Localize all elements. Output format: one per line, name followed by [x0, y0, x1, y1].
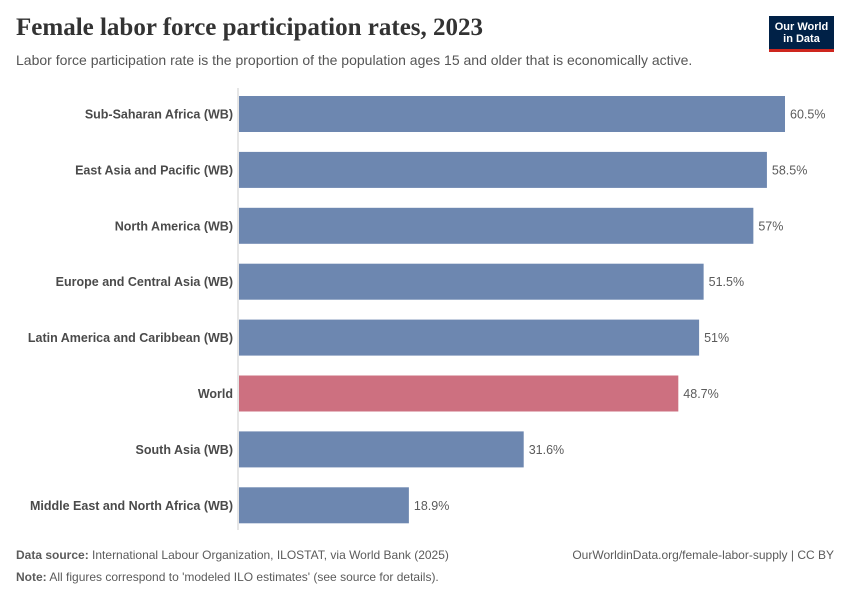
bar[interactable]	[239, 263, 704, 300]
category-label: North America (WB)	[115, 219, 233, 233]
data-source-label: Data source:	[16, 548, 89, 562]
value-label: 58.5%	[772, 163, 807, 177]
category-label: South Asia (WB)	[136, 443, 233, 457]
value-label: 51%	[704, 331, 729, 345]
value-label: 57%	[758, 219, 783, 233]
logo-line-1: Our World	[774, 21, 829, 33]
category-label: Sub-Saharan Africa (WB)	[85, 108, 233, 122]
category-label: East Asia and Pacific (WB)	[75, 163, 233, 177]
data-source: Data source: International Labour Organi…	[16, 548, 449, 562]
chart-subtitle: Labor force participation rate is the pr…	[16, 52, 693, 68]
value-label: 51.5%	[709, 275, 744, 289]
bar-highlighted[interactable]	[239, 375, 679, 412]
value-label: 60.5%	[790, 108, 825, 122]
bar[interactable]	[239, 431, 524, 468]
bar[interactable]	[239, 487, 409, 524]
bar-chart: Sub-Saharan Africa (WB) 60.5% East Asia an…	[28, 88, 825, 530]
chart-note: Note: All figures correspond to 'modeled…	[16, 570, 439, 584]
note-text: All figures correspond to 'modeled ILO e…	[49, 570, 439, 584]
bar[interactable]	[239, 319, 700, 356]
category-label: World	[198, 387, 233, 401]
value-label: 18.9%	[414, 499, 449, 513]
logo-line-2: in Data	[783, 33, 820, 45]
category-label: Europe and Central Asia (WB)	[56, 275, 233, 289]
url-license[interactable]: OurWorldinData.org/female-labor-supply |…	[572, 548, 834, 562]
category-label: Middle East and North Africa (WB)	[30, 499, 233, 513]
bar[interactable]	[239, 96, 785, 132]
chart-title: Female labor force participation rates, …	[16, 14, 484, 41]
value-label: 48.7%	[683, 387, 718, 401]
data-source-text[interactable]: International Labour Organization, ILOST…	[92, 548, 449, 562]
owid-logo[interactable]: Our World in Data	[769, 16, 834, 52]
note-label: Note:	[16, 570, 47, 584]
bar[interactable]	[239, 151, 767, 188]
category-label: Latin America and Caribbean (WB)	[28, 331, 233, 345]
bar[interactable]	[239, 207, 754, 244]
value-label: 31.6%	[529, 443, 564, 457]
